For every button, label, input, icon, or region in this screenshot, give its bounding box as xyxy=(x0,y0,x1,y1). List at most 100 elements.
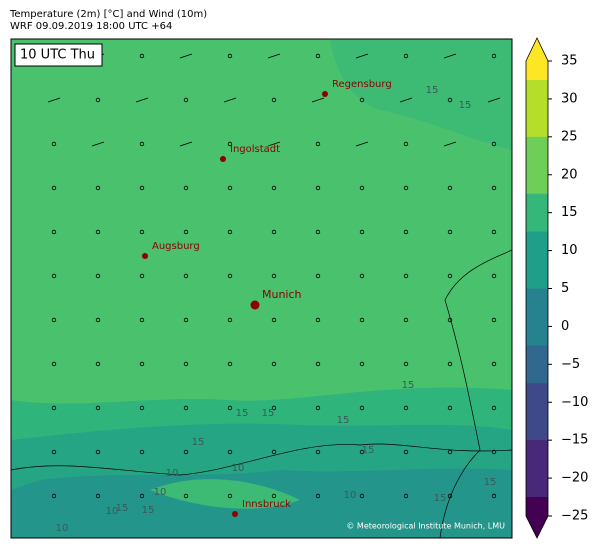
wind-calm xyxy=(51,185,57,191)
city-marker xyxy=(220,156,226,162)
wind-grid xyxy=(47,53,501,499)
colorbar-segment xyxy=(526,383,548,403)
wind-barb xyxy=(267,141,281,147)
wind-calm xyxy=(95,493,101,499)
wind-calm xyxy=(359,361,365,367)
wind-calm xyxy=(403,229,409,235)
colorbar-segment xyxy=(526,212,548,233)
wind-barb xyxy=(179,141,193,147)
wind-calm xyxy=(51,229,57,235)
wind-calm xyxy=(491,317,497,323)
wind-calm xyxy=(139,53,145,59)
wind-barb xyxy=(223,97,237,103)
colorbar-segment xyxy=(526,174,548,195)
wind-calm xyxy=(227,405,233,411)
city-label: Augsburg xyxy=(152,241,200,252)
contour-label: 10 xyxy=(232,463,245,474)
wind-calm xyxy=(359,185,365,191)
wind-calm xyxy=(95,97,101,103)
colorbar-segment xyxy=(526,364,548,384)
wind-calm xyxy=(183,185,189,191)
wind-calm xyxy=(227,449,233,455)
wind-barb xyxy=(311,97,325,103)
wind-calm xyxy=(227,185,233,191)
contour-label: 15 xyxy=(484,477,497,488)
wind-calm xyxy=(315,317,321,323)
colorbar-tick-label: −25 xyxy=(561,509,588,524)
wind-calm xyxy=(491,141,497,147)
city-label: Regensburg xyxy=(332,79,392,90)
wind-barb xyxy=(355,141,369,147)
credit: © Meteorological Institute Munich, LMU xyxy=(346,522,505,531)
wind-barb xyxy=(399,97,413,103)
wind-calm xyxy=(491,449,497,455)
wind-calm xyxy=(447,229,453,235)
colorbar-tick-label: −20 xyxy=(561,471,588,486)
wind-calm xyxy=(359,273,365,279)
wind-calm xyxy=(403,493,409,499)
colorbar-segment xyxy=(526,231,548,252)
contour-label: 10 xyxy=(106,506,119,517)
wind-calm xyxy=(51,141,57,147)
colorbar: 35 30 25 20 15 10 5 0 −5 −10 −15 −20 −25 xyxy=(525,37,588,539)
contour-label: 15 xyxy=(236,408,249,419)
wind-calm xyxy=(359,229,365,235)
wind-calm xyxy=(447,97,453,103)
contour-label: 10 xyxy=(154,487,167,498)
wind-calm xyxy=(51,317,57,323)
wind-calm xyxy=(403,185,409,191)
wind-calm xyxy=(271,493,277,499)
city-marker xyxy=(232,511,238,517)
city-label: Ingolstadt xyxy=(230,144,280,155)
wind-calm xyxy=(447,361,453,367)
wind-calm xyxy=(183,449,189,455)
wind-calm xyxy=(227,53,233,59)
wind-calm xyxy=(183,229,189,235)
colorbar-tick-label: 0 xyxy=(561,319,569,334)
city-label: Munich xyxy=(262,288,302,301)
wind-calm xyxy=(95,317,101,323)
colorbar-segment xyxy=(526,345,548,365)
wind-barb xyxy=(179,53,193,59)
time-box xyxy=(14,43,103,67)
wind-calm xyxy=(139,229,145,235)
wind-calm xyxy=(139,405,145,411)
wind-calm xyxy=(227,493,233,499)
colorbar-segment xyxy=(526,98,548,119)
colorbar-extend-bottom xyxy=(526,516,548,538)
wind-calm xyxy=(359,405,365,411)
colorbar-segment xyxy=(526,136,548,157)
contour-label: 15 xyxy=(362,445,375,456)
wind-calm xyxy=(359,493,365,499)
wind-calm xyxy=(139,317,145,323)
colorbar-segment xyxy=(526,459,548,479)
wind-calm xyxy=(271,97,277,103)
wind-calm xyxy=(315,405,321,411)
colorbar-segment xyxy=(526,497,548,517)
contour-label: 10 xyxy=(166,468,179,479)
wind-calm xyxy=(227,141,233,147)
colorbar-segment xyxy=(526,440,548,460)
colorbar-tick-label: 5 xyxy=(561,281,569,296)
wind-calm xyxy=(491,229,497,235)
wind-calm xyxy=(315,493,321,499)
wind-calm xyxy=(139,449,145,455)
contour-label: 15 xyxy=(337,415,350,426)
wind-calm xyxy=(139,361,145,367)
wind-calm xyxy=(271,273,277,279)
wind-barb xyxy=(267,53,281,59)
wind-calm xyxy=(51,273,57,279)
colorbar-segment xyxy=(526,421,548,441)
wind-barb xyxy=(443,141,457,147)
wind-calm xyxy=(227,229,233,235)
wind-calm xyxy=(227,317,233,323)
wind-calm xyxy=(51,493,57,499)
wind-calm xyxy=(359,97,365,103)
wind-calm xyxy=(447,405,453,411)
contour-label: 15 xyxy=(434,493,447,504)
wind-calm xyxy=(139,493,145,499)
wind-calm xyxy=(95,361,101,367)
city-label: Innsbruck xyxy=(242,499,291,510)
colorbar-tick-label: −5 xyxy=(561,357,580,372)
